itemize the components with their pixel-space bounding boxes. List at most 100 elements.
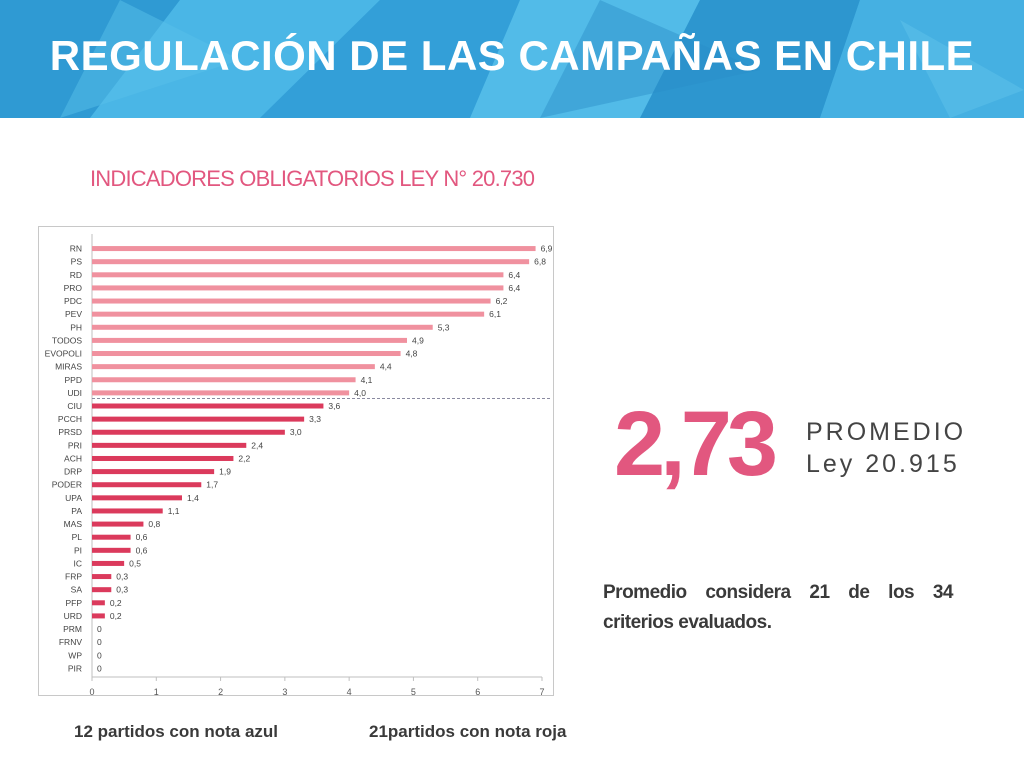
bar xyxy=(92,455,234,461)
category-label: UPA xyxy=(65,493,82,503)
value-label: 0,2 xyxy=(110,611,122,621)
value-label: 1,4 xyxy=(187,493,199,503)
value-label: 3,0 xyxy=(290,427,302,437)
value-label: 6,4 xyxy=(508,270,520,280)
category-label: MIRAS xyxy=(55,362,82,372)
x-tick-label: 1 xyxy=(154,687,159,695)
category-label: PPD xyxy=(65,375,82,385)
category-label: UDI xyxy=(67,388,82,398)
value-label: 0,3 xyxy=(116,572,128,582)
category-label: PRO xyxy=(64,283,83,293)
bar xyxy=(92,416,305,422)
value-label: 2,4 xyxy=(251,440,263,450)
category-label: RN xyxy=(70,244,82,254)
x-tick-label: 3 xyxy=(282,687,287,695)
bar xyxy=(92,285,504,291)
value-label: 6,9 xyxy=(541,244,553,254)
footer-red-count: 21partidos con nota roja xyxy=(369,722,567,741)
x-tick-label: 2 xyxy=(218,687,223,695)
bar xyxy=(92,547,131,553)
value-label: 0 xyxy=(97,624,102,634)
page-title: REGULACIÓN DE LAS CAMPAÑAS EN CHILE xyxy=(49,32,975,79)
category-label: PRI xyxy=(68,440,82,450)
value-label: 4,1 xyxy=(361,375,373,385)
value-label: 4,4 xyxy=(380,362,392,372)
value-label: 6,1 xyxy=(489,309,501,319)
category-label: SA xyxy=(71,585,83,595)
average-note: Promedio considera 21 de los 34 criterio… xyxy=(603,582,954,633)
bar xyxy=(92,469,215,475)
value-label: 5,3 xyxy=(438,322,450,332)
category-label: WP xyxy=(68,650,82,660)
category-label: TODOS xyxy=(52,335,82,345)
bar xyxy=(92,534,131,540)
bar xyxy=(92,246,536,252)
bar xyxy=(92,508,163,514)
bar-chart-svg: 0 1 2 3 4 5 6 7 RN 6,9 PS 6,8 RD 6,4 PRO 6,4 PDC 6,2 PEV 6,… xyxy=(45,234,553,695)
value-label: 6,2 xyxy=(496,296,508,306)
category-label: ACH xyxy=(64,453,82,463)
bar xyxy=(92,495,182,501)
value-label: 3,3 xyxy=(309,414,321,424)
value-label: 0,3 xyxy=(116,585,128,595)
bar xyxy=(92,587,112,593)
value-label: 6,8 xyxy=(534,257,546,267)
category-label: MAS xyxy=(64,519,83,529)
value-label: 4,9 xyxy=(412,335,424,345)
category-label: PCCH xyxy=(58,414,82,424)
value-label: 0,8 xyxy=(148,519,160,529)
value-label: 0 xyxy=(97,650,102,660)
value-label: 0,5 xyxy=(129,558,141,568)
category-label: URD xyxy=(64,611,82,621)
category-label: IC xyxy=(74,558,83,568)
category-label: PL xyxy=(72,532,83,542)
x-tick-label: 6 xyxy=(475,687,480,695)
category-label: CIU xyxy=(67,401,82,411)
value-label: 4,8 xyxy=(406,349,418,359)
category-label: FRNV xyxy=(59,637,82,647)
value-label: 1,9 xyxy=(219,467,231,477)
category-label: PEV xyxy=(65,309,82,319)
bar xyxy=(92,272,504,278)
value-label: 2,2 xyxy=(238,453,250,463)
bar xyxy=(92,574,112,580)
value-label: 0 xyxy=(97,663,102,673)
bar xyxy=(92,364,375,370)
bar xyxy=(92,403,324,409)
bar xyxy=(92,600,105,606)
category-label: PFP xyxy=(65,598,82,608)
bar xyxy=(92,560,125,566)
category-label: PH xyxy=(70,322,82,332)
bar xyxy=(92,482,202,488)
category-label: DRP xyxy=(64,467,82,477)
average-value: 2,73 xyxy=(614,393,778,495)
header-pattern xyxy=(0,0,1024,118)
value-label: 6,4 xyxy=(508,283,520,293)
category-label: PA xyxy=(71,506,82,516)
bar xyxy=(92,259,530,265)
category-label: PI xyxy=(74,545,82,555)
category-label: PRM xyxy=(63,624,82,634)
category-label: FRP xyxy=(65,572,82,582)
x-tick-label: 4 xyxy=(347,687,352,695)
value-label: 1,1 xyxy=(168,506,180,516)
bar xyxy=(92,377,356,383)
category-label: PS xyxy=(71,257,83,267)
bar xyxy=(92,429,285,435)
category-label: PDC xyxy=(64,296,82,306)
x-tick-label: 7 xyxy=(539,687,544,695)
bar xyxy=(92,337,407,343)
footer-blue-count: 12 partidos con nota azul xyxy=(74,722,279,741)
bar xyxy=(92,351,401,357)
bar xyxy=(92,298,491,304)
category-label: RD xyxy=(70,270,82,280)
value-label: 0,2 xyxy=(110,598,122,608)
bar xyxy=(92,521,144,527)
value-label: 3,6 xyxy=(328,401,340,411)
category-label: PRSD xyxy=(58,427,82,437)
chart-subtitle: INDICADORES OBLIGATORIOS LEY N° 20.730 xyxy=(90,166,535,191)
header-banner: REGULACIÓN DE LAS CAMPAÑAS EN CHILE xyxy=(0,0,1024,118)
bar xyxy=(92,390,350,396)
value-label: 0 xyxy=(97,637,102,647)
bar xyxy=(92,324,433,330)
